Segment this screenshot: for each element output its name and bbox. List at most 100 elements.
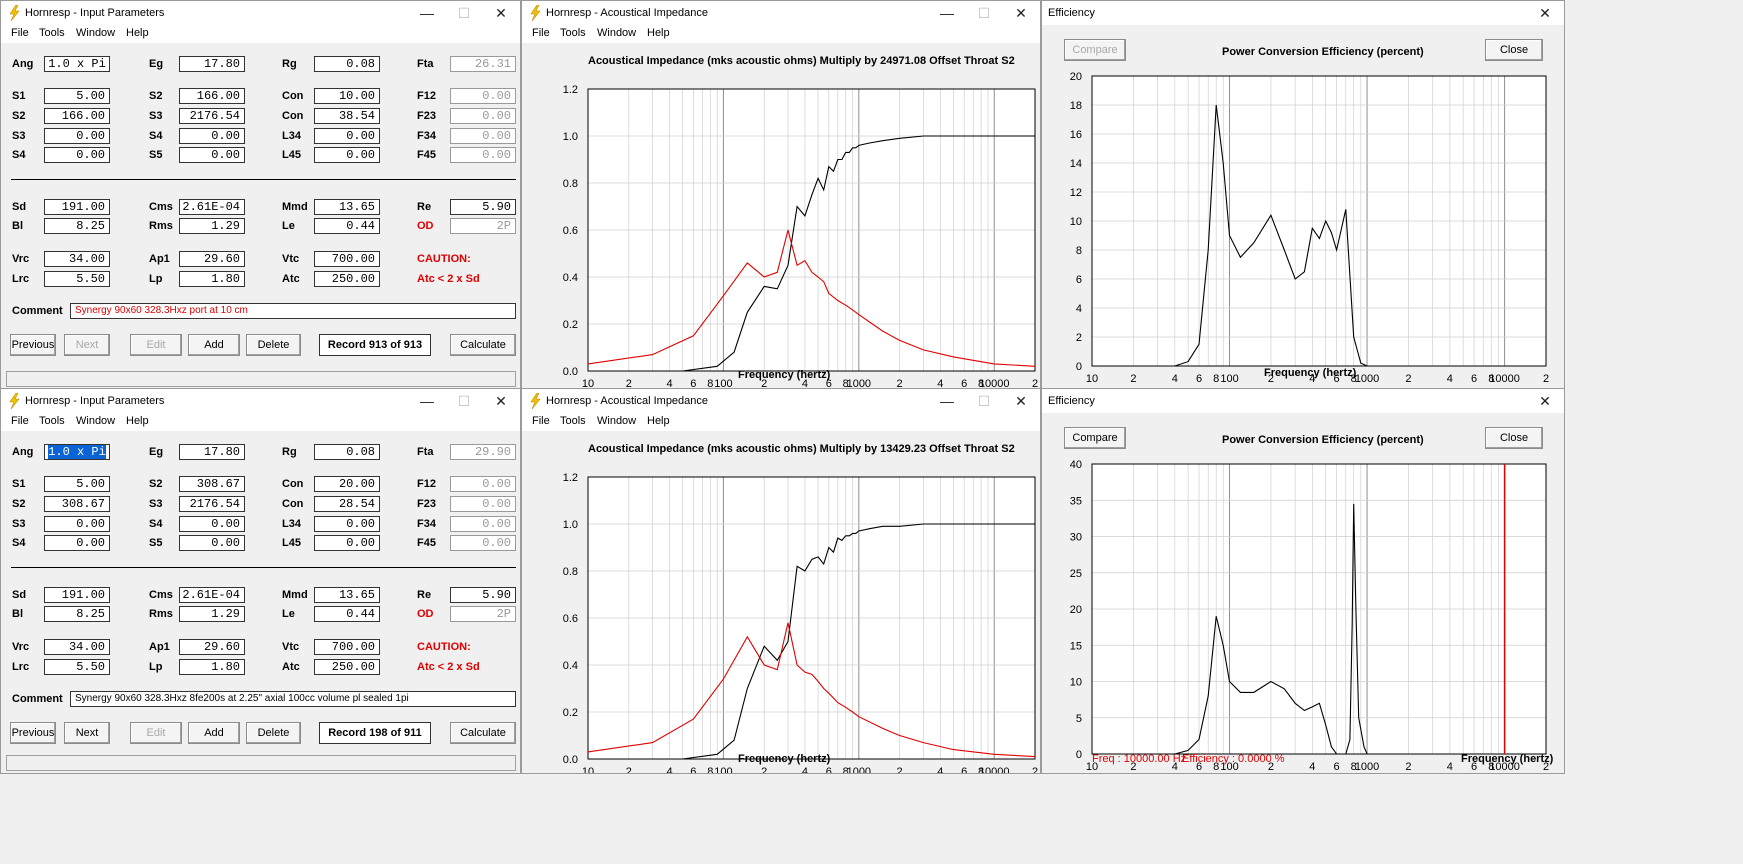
param-field-s2[interactable]: 166.00 xyxy=(44,108,110,124)
param-field-s4[interactable]: 0.00 xyxy=(44,147,110,163)
minimize-icon[interactable]: — xyxy=(940,5,954,21)
menu-window[interactable]: Window xyxy=(597,415,637,427)
param-field-s5[interactable]: 0.00 xyxy=(179,535,245,551)
param-field-f45[interactable]: 0.00 xyxy=(450,147,516,163)
close-icon[interactable]: ✕ xyxy=(495,393,507,409)
close-button[interactable]: Close xyxy=(1485,427,1543,449)
param-field-s3[interactable]: 0.00 xyxy=(44,516,110,532)
param-field-s1[interactable]: 5.00 xyxy=(44,476,110,492)
param-field-lrc[interactable]: 5.50 xyxy=(44,271,110,287)
param-field-mmd[interactable]: 13.65 xyxy=(314,587,380,603)
param-field-ap1[interactable]: 29.60 xyxy=(179,639,245,655)
edit-button[interactable]: Edit xyxy=(130,722,182,744)
param-field-l45[interactable]: 0.00 xyxy=(314,535,380,551)
param-field-s3[interactable]: 0.00 xyxy=(44,128,110,144)
close-icon[interactable]: ✕ xyxy=(495,5,507,21)
param-field-rms[interactable]: 1.29 xyxy=(179,606,245,622)
param-field-s1[interactable]: 5.00 xyxy=(44,88,110,104)
param-field-s3[interactable]: 2176.54 xyxy=(179,108,245,124)
param-field-f34[interactable]: 0.00 xyxy=(450,516,516,532)
close-icon[interactable]: ✕ xyxy=(1539,393,1551,409)
param-field-con[interactable]: 10.00 xyxy=(314,88,380,104)
param-field-s2[interactable]: 308.67 xyxy=(179,476,245,492)
menu-tools[interactable]: Tools xyxy=(39,415,65,427)
title-bar[interactable]: Efficiency ✕ xyxy=(1042,1,1564,25)
param-field-rg[interactable]: 0.08 xyxy=(314,444,380,460)
param-field-od[interactable]: 2P xyxy=(450,218,516,234)
param-field-f34[interactable]: 0.00 xyxy=(450,128,516,144)
param-field-le[interactable]: 0.44 xyxy=(314,606,380,622)
close-button[interactable]: Close xyxy=(1485,39,1543,61)
menu-help[interactable]: Help xyxy=(126,415,149,427)
param-field-ap1[interactable]: 29.60 xyxy=(179,251,245,267)
param-field-vrc[interactable]: 34.00 xyxy=(44,251,110,267)
param-field-eg[interactable]: 17.80 xyxy=(179,56,245,72)
menu-file[interactable]: File xyxy=(532,415,550,427)
param-field-f12[interactable]: 0.00 xyxy=(450,88,516,104)
title-bar[interactable]: Hornresp - Acoustical Impedance — ☐ ✕ xyxy=(522,389,1040,413)
param-field-re[interactable]: 5.90 xyxy=(450,199,516,215)
menu-tools[interactable]: Tools xyxy=(560,27,586,39)
param-field-s4[interactable]: 0.00 xyxy=(44,535,110,551)
param-field-rg[interactable]: 0.08 xyxy=(314,56,380,72)
param-field-cms[interactable]: 2.61E-04 xyxy=(179,199,245,215)
menu-file[interactable]: File xyxy=(532,27,550,39)
param-field-atc[interactable]: 250.00 xyxy=(314,271,380,287)
param-field-atc[interactable]: 250.00 xyxy=(314,659,380,675)
param-field-sd[interactable]: 191.00 xyxy=(44,587,110,603)
comment-field[interactable]: Synergy 90x60 328.3Hxz port at 10 cm xyxy=(70,303,516,319)
param-field-f45[interactable]: 0.00 xyxy=(450,535,516,551)
param-field-ang[interactable]: 1.0 x Pi xyxy=(44,56,110,72)
param-field-con[interactable]: 38.54 xyxy=(314,108,380,124)
maximize-icon[interactable]: ☐ xyxy=(977,5,991,21)
param-field-f23[interactable]: 0.00 xyxy=(450,496,516,512)
param-field-ang[interactable]: 1.0 x Pi xyxy=(44,444,110,460)
title-bar[interactable]: Hornresp - Input Parameters — ☐ ✕ xyxy=(1,1,520,25)
param-field-sd[interactable]: 191.00 xyxy=(44,199,110,215)
param-field-vrc[interactable]: 34.00 xyxy=(44,639,110,655)
next-button[interactable]: Next xyxy=(64,334,110,356)
menu-window[interactable]: Window xyxy=(76,27,116,39)
param-field-fta[interactable]: 29.90 xyxy=(450,444,516,460)
param-field-s4[interactable]: 0.00 xyxy=(179,128,245,144)
param-field-re[interactable]: 5.90 xyxy=(450,587,516,603)
menu-window[interactable]: Window xyxy=(76,415,116,427)
param-field-vtc[interactable]: 700.00 xyxy=(314,639,380,655)
param-field-lp[interactable]: 1.80 xyxy=(179,271,245,287)
param-field-f12[interactable]: 0.00 xyxy=(450,476,516,492)
delete-button[interactable]: Delete xyxy=(246,722,301,744)
minimize-icon[interactable]: — xyxy=(420,393,434,409)
param-field-lp[interactable]: 1.80 xyxy=(179,659,245,675)
minimize-icon[interactable]: — xyxy=(940,393,954,409)
menu-tools[interactable]: Tools xyxy=(39,27,65,39)
menu-file[interactable]: File xyxy=(11,415,29,427)
delete-button[interactable]: Delete xyxy=(246,334,301,356)
edit-button[interactable]: Edit xyxy=(130,334,182,356)
close-icon[interactable]: ✕ xyxy=(1539,5,1551,21)
maximize-icon[interactable]: ☐ xyxy=(457,5,471,21)
param-field-vtc[interactable]: 700.00 xyxy=(314,251,380,267)
comment-field[interactable]: Synergy 90x60 328.3Hxz 8fe200s at 2.25" … xyxy=(70,691,516,707)
menu-tools[interactable]: Tools xyxy=(560,415,586,427)
title-bar[interactable]: Hornresp - Acoustical Impedance — ☐ ✕ xyxy=(522,1,1040,25)
param-field-bl[interactable]: 8.25 xyxy=(44,606,110,622)
param-field-l34[interactable]: 0.00 xyxy=(314,128,380,144)
param-field-eg[interactable]: 17.80 xyxy=(179,444,245,460)
title-bar[interactable]: Hornresp - Input Parameters — ☐ ✕ xyxy=(1,389,520,413)
menu-file[interactable]: File xyxy=(11,27,29,39)
param-field-le[interactable]: 0.44 xyxy=(314,218,380,234)
param-field-bl[interactable]: 8.25 xyxy=(44,218,110,234)
add-button[interactable]: Add xyxy=(188,334,240,356)
compare-button[interactable]: Compare xyxy=(1064,427,1126,449)
previous-button[interactable]: Previous xyxy=(10,334,56,356)
param-field-con[interactable]: 28.54 xyxy=(314,496,380,512)
param-field-od[interactable]: 2P xyxy=(450,606,516,622)
param-field-lrc[interactable]: 5.50 xyxy=(44,659,110,675)
menu-help[interactable]: Help xyxy=(126,27,149,39)
close-icon[interactable]: ✕ xyxy=(1015,5,1027,21)
param-field-s4[interactable]: 0.00 xyxy=(179,516,245,532)
menu-help[interactable]: Help xyxy=(647,27,670,39)
close-icon[interactable]: ✕ xyxy=(1015,393,1027,409)
param-field-s2[interactable]: 166.00 xyxy=(179,88,245,104)
minimize-icon[interactable]: — xyxy=(420,5,434,21)
